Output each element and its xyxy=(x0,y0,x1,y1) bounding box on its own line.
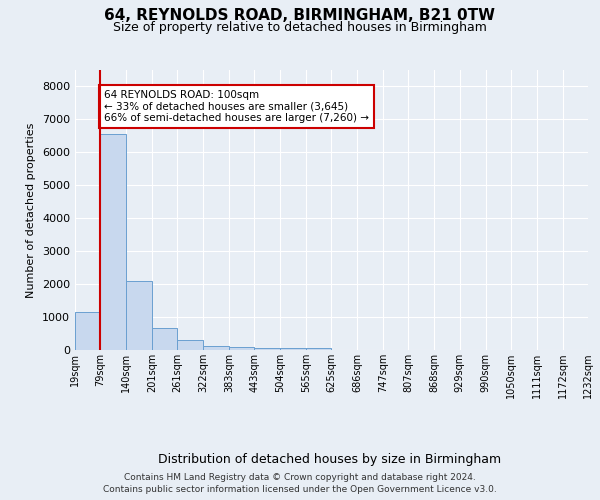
Bar xyxy=(229,347,254,350)
Text: Contains HM Land Registry data © Crown copyright and database right 2024.: Contains HM Land Registry data © Crown c… xyxy=(124,472,476,482)
Bar xyxy=(203,346,229,350)
Bar xyxy=(126,281,152,350)
Bar xyxy=(306,348,331,350)
Text: Size of property relative to detached houses in Birmingham: Size of property relative to detached ho… xyxy=(113,21,487,34)
Bar xyxy=(280,348,306,350)
Bar xyxy=(100,134,126,350)
Bar xyxy=(75,312,100,350)
Text: Contains public sector information licensed under the Open Government Licence v3: Contains public sector information licen… xyxy=(103,485,497,494)
Bar xyxy=(254,348,280,350)
Y-axis label: Number of detached properties: Number of detached properties xyxy=(26,122,37,298)
Bar xyxy=(152,328,178,350)
Bar xyxy=(178,340,203,350)
Text: 64 REYNOLDS ROAD: 100sqm
← 33% of detached houses are smaller (3,645)
66% of sem: 64 REYNOLDS ROAD: 100sqm ← 33% of detach… xyxy=(104,90,369,123)
Text: 64, REYNOLDS ROAD, BIRMINGHAM, B21 0TW: 64, REYNOLDS ROAD, BIRMINGHAM, B21 0TW xyxy=(104,8,496,22)
Text: Distribution of detached houses by size in Birmingham: Distribution of detached houses by size … xyxy=(158,452,502,466)
